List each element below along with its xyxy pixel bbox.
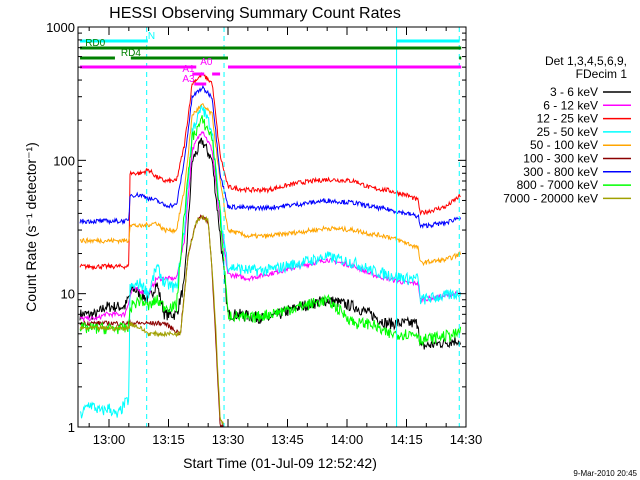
series-line-800-7000-kev bbox=[79, 115, 462, 346]
x-tick-label: 14:30 bbox=[450, 432, 483, 447]
flag-label-rd4: RD4 bbox=[121, 48, 141, 59]
legend-label: 7000 - 20000 keV bbox=[503, 191, 598, 205]
series-line-6-12-kev bbox=[79, 130, 461, 323]
vertical-markers-group bbox=[146, 27, 460, 427]
x-tick-label: 13:15 bbox=[152, 432, 185, 447]
y-tick-label: 1000 bbox=[46, 20, 75, 35]
footer-date: 9-Mar-2010 20:45 bbox=[573, 469, 637, 478]
series-line-3-6-kev bbox=[79, 137, 462, 350]
data-series-group bbox=[79, 71, 462, 427]
legend-label: 6 - 12 keV bbox=[543, 98, 598, 112]
flag-label-a1: A1 bbox=[182, 64, 195, 75]
flag-label-a3: A3 bbox=[182, 74, 195, 85]
legend-label: 3 - 6 keV bbox=[550, 85, 598, 99]
legend-header-line: FDecim 1 bbox=[576, 67, 628, 81]
x-tick-label: 14:00 bbox=[331, 432, 364, 447]
flag-label-a0: A0 bbox=[200, 57, 213, 68]
legend-header-line: Det 1,3,4,5,6,9, bbox=[545, 54, 627, 68]
flag-label-n: N bbox=[148, 31, 155, 42]
series-line-25-50-kev bbox=[79, 104, 462, 419]
series-line-12-25-kev bbox=[79, 71, 461, 271]
y-tick-label: 10 bbox=[61, 287, 75, 302]
series-line-300-800-kev bbox=[79, 84, 462, 229]
legend-label: 25 - 50 keV bbox=[537, 125, 598, 139]
x-tick-label: 13:45 bbox=[271, 432, 304, 447]
y-tick-label: 1 bbox=[68, 420, 75, 435]
legend-label: 300 - 800 keV bbox=[523, 165, 598, 179]
x-tick-label: 14:15 bbox=[390, 432, 423, 447]
legend-label: 100 - 300 keV bbox=[523, 152, 598, 166]
legend-label: 12 - 25 keV bbox=[537, 112, 598, 126]
chart-title: HESSI Observing Summary Count Rates bbox=[109, 5, 401, 22]
legend-label: 800 - 7000 keV bbox=[517, 178, 598, 192]
y-axis-label: Count Rate (s⁻¹ detector⁻¹) bbox=[23, 142, 39, 312]
y-tick-label: 100 bbox=[53, 153, 75, 168]
x-tick-label: 13:30 bbox=[212, 432, 245, 447]
plot-frame bbox=[77, 26, 467, 428]
axes-group: 13:00 13:15 13:30 13:45 14:00 14:15 14:30 1 10 10… bbox=[46, 20, 482, 447]
series-line-100-300-kev bbox=[79, 214, 225, 427]
x-tick-label: 13:00 bbox=[93, 432, 126, 447]
x-axis-label: Start Time (01-Jul-09 12:52:42) bbox=[183, 455, 377, 471]
flag-label-rd0: RD0 bbox=[85, 38, 105, 49]
legend-label: 50 - 100 keV bbox=[530, 138, 598, 152]
series-line-50-100-kev bbox=[79, 102, 462, 267]
series-line-7000-20000-kev bbox=[79, 214, 225, 426]
